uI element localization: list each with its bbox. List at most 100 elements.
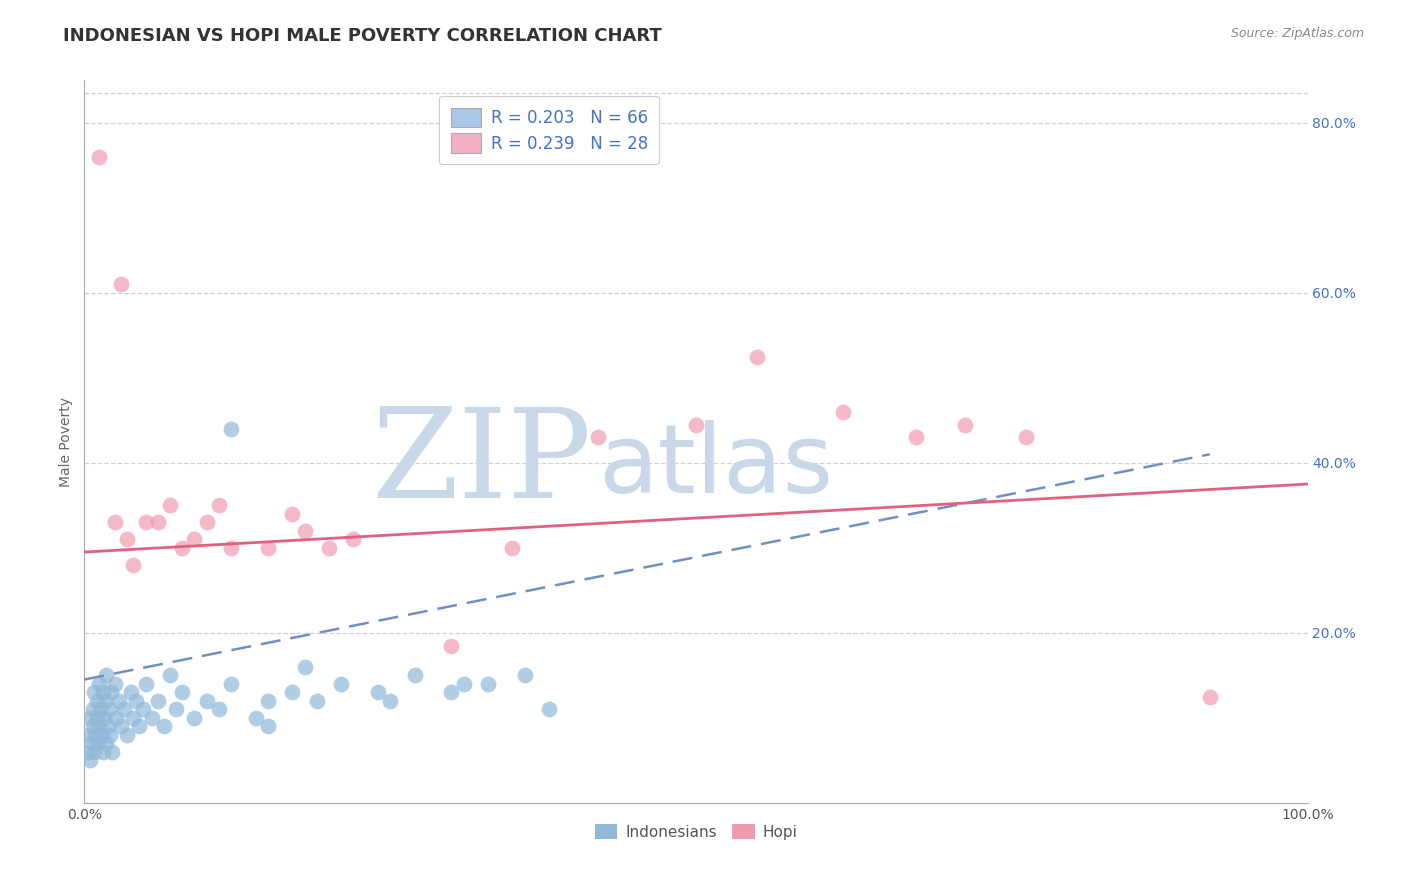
Point [128, 719, 150, 733]
Point [183, 533, 205, 547]
Point [195, 516, 218, 530]
Point [132, 702, 155, 716]
Point [404, 668, 426, 682]
Point [305, 694, 328, 708]
Point [257, 694, 280, 708]
Point [135, 516, 157, 530]
Point [257, 719, 280, 733]
Point [87, 719, 110, 733]
Point [87, 150, 110, 164]
Point [110, 277, 132, 292]
Point [115, 728, 138, 742]
Point [831, 405, 853, 419]
Text: INDONESIAN VS HOPI MALE POVERTY CORRELATION CHART: INDONESIAN VS HOPI MALE POVERTY CORRELAT… [63, 27, 662, 45]
Point [91, 685, 114, 699]
Point [100, 685, 122, 699]
Point [440, 685, 463, 699]
Point [477, 677, 499, 691]
Point [342, 533, 364, 547]
Point [159, 668, 181, 682]
Point [79, 753, 101, 767]
Point [96, 736, 118, 750]
Point [96, 668, 118, 682]
Point [86, 694, 108, 708]
Point [165, 702, 187, 716]
Point [747, 350, 769, 364]
Point [1015, 430, 1038, 444]
Point [79, 711, 101, 725]
Point [685, 417, 707, 432]
Point [115, 533, 138, 547]
Point [110, 719, 132, 733]
Point [90, 728, 112, 742]
Point [219, 422, 242, 436]
Point [104, 516, 127, 530]
Point [101, 745, 124, 759]
Point [125, 694, 148, 708]
Point [120, 685, 142, 699]
Point [219, 541, 242, 555]
Point [172, 685, 194, 699]
Point [208, 498, 231, 512]
Y-axis label: Male Poverty: Male Poverty [59, 397, 73, 486]
Point [294, 660, 316, 674]
Point [97, 702, 120, 716]
Point [83, 745, 105, 759]
Point [538, 702, 561, 716]
Point [367, 685, 389, 699]
Point [502, 541, 524, 555]
Point [107, 694, 129, 708]
Point [83, 685, 105, 699]
Point [440, 639, 463, 653]
Point [122, 711, 145, 725]
Point [905, 430, 928, 444]
Point [82, 702, 104, 716]
Point [97, 719, 120, 733]
Point [281, 507, 304, 521]
Point [245, 711, 267, 725]
Point [1198, 690, 1220, 704]
Point [219, 677, 242, 691]
Point [77, 728, 100, 742]
Point [82, 719, 104, 733]
Point [146, 516, 169, 530]
Point [80, 736, 103, 750]
Point [513, 668, 536, 682]
Point [112, 702, 135, 716]
Point [77, 745, 100, 759]
Point [89, 702, 111, 716]
Point [318, 541, 340, 555]
Point [195, 694, 218, 708]
Point [87, 677, 110, 691]
Point [281, 685, 304, 699]
Point [94, 694, 117, 708]
Point [146, 694, 169, 708]
Point [86, 711, 108, 725]
Point [135, 677, 157, 691]
Point [183, 711, 205, 725]
Point [172, 541, 194, 555]
Point [84, 728, 107, 742]
Point [141, 711, 163, 725]
Text: atlas: atlas [598, 420, 834, 513]
Text: ZIP: ZIP [371, 402, 592, 524]
Legend: Indonesians, Hopi: Indonesians, Hopi [589, 818, 803, 846]
Point [586, 430, 609, 444]
Point [104, 677, 127, 691]
Point [98, 728, 121, 742]
Point [294, 524, 316, 538]
Point [257, 541, 280, 555]
Point [159, 498, 181, 512]
Point [208, 702, 231, 716]
Point [105, 711, 128, 725]
Point [330, 677, 353, 691]
Point [953, 417, 976, 432]
Point [380, 694, 402, 708]
Point [453, 677, 475, 691]
Text: Source: ZipAtlas.com: Source: ZipAtlas.com [1230, 27, 1364, 40]
Point [122, 558, 145, 572]
Point [91, 745, 114, 759]
Point [93, 711, 115, 725]
Point [87, 736, 110, 750]
Point [153, 719, 176, 733]
